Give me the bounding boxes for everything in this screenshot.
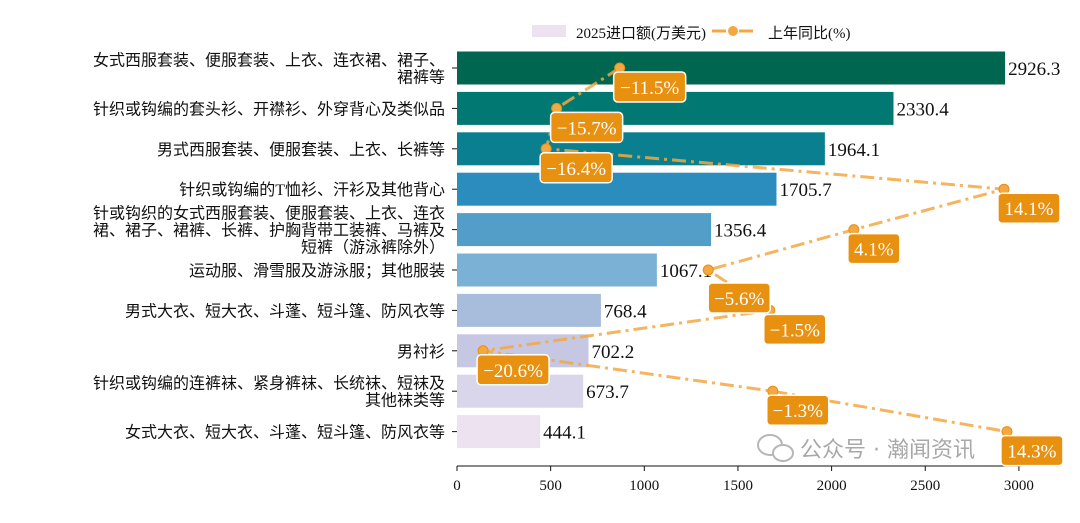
category-label: 运动服、滑雪服及游泳服；其他服装 [189,262,445,280]
bar-value-label: 2926.3 [1008,59,1060,80]
yoy-label: −5.6% [714,289,764,310]
legend-label-line: 上年同比(%) [768,25,851,42]
legend-label-bar: 2025进口额(万美元) [576,25,706,42]
legend-swatch-bar [532,25,566,37]
yoy-label-box [1000,434,1064,467]
bar-value-label: 1705.7 [779,180,831,201]
yoy-label: −1.3% [773,401,823,422]
watermark-text: 公众号 · 瀚闻资讯 [800,438,975,463]
category-label: 针织或钩编的套头衫、开襟衫、外穿背心及类似品 [93,100,445,118]
bar-value-label: 2330.4 [896,99,949,120]
bar [457,132,825,166]
bar-value-label: 768.4 [604,301,647,322]
axes-layer: 女式西服套装、便服套装、上衣、连衣裙、裙子、裙裤等针织或钩编的套头衫、开襟衫、外… [93,51,1034,495]
yoy-label: −1.5% [770,320,820,341]
line-layer: −11.5%−15.7% −16.4% 14.1% 4.1% −5.6% −1.5% −20… [476,62,1064,467]
x-tick-label: 2500 [910,478,940,494]
yoy-label: −11.5% [620,78,679,99]
yoy-label-box [847,232,901,265]
bar [457,415,541,449]
category-label: 针织或钩编的T恤衫、汗衫及其他背心 [179,181,445,199]
yoy-label: 4.1% [854,240,894,261]
bar-value-label: 1067.1 [660,261,712,282]
x-tick-label: 1000 [629,478,659,494]
wechat-icon [757,434,794,462]
bar [457,51,1006,85]
category-label: 男式大衣、短大衣、斗蓬、短斗篷、防风衣等 [125,301,445,320]
yoy-label-box [549,111,624,144]
category-label: 针或钩织的女式西服套装、便服套装、上衣、连衣裙、裙子、裙裤、长裤、护胸背带工装裤… [93,204,445,257]
x-tick-label: 2000 [817,478,847,494]
yoy-label: −16.4% [546,159,606,180]
x-tick-label: 1500 [723,478,753,494]
x-tick-label: 0 [453,478,461,494]
yoy-label-box [612,71,687,103]
yoy-label-box [763,313,827,346]
x-tick-label: 3000 [1004,478,1034,494]
bar-value-label: 673.7 [586,382,629,403]
bar [457,293,601,327]
bar-value-label: 444.1 [543,423,586,444]
bar-value-label: 1356.4 [714,221,767,242]
yoy-label: −20.6% [483,361,543,382]
bar-value-label: 1964.1 [828,140,880,161]
category-label: 女式西服套装、便服套装、上衣、连衣裙、裙子、裙裤等 [93,51,445,87]
yoy-label-box [539,152,613,184]
category-label: 女式大衣、短大衣、斗蓬、短斗篷、防风衣等 [125,423,445,442]
category-label: 男式西服套装、便服套装、上衣、长裤等 [157,141,445,159]
bar [457,172,777,206]
x-tick-label: 500 [539,478,562,494]
yoy-label-box [707,282,771,314]
watermark: 公众号 · 瀚闻资讯 [757,434,975,463]
yoy-label: 14.1% [1004,199,1053,220]
yoy-label: 14.3% [1007,442,1056,463]
yoy-label-box [997,192,1061,224]
category-label: 男衬衫 [397,343,445,361]
bar [457,253,657,287]
category-label: 针织或钩编的连裤袜、紧身裤袜、长统袜、短袜及其他袜类等 [93,375,445,410]
legend: 2025进口额(万美元) 上年同比(%) [532,25,851,42]
yoy-label-box [766,394,830,426]
yoy-marker [702,264,714,276]
yoy-label-box [476,354,550,386]
bar [457,213,712,247]
legend-marker [728,26,738,36]
bar-value-label: 702.2 [592,342,635,363]
yoy-label: −15.7% [557,118,617,139]
